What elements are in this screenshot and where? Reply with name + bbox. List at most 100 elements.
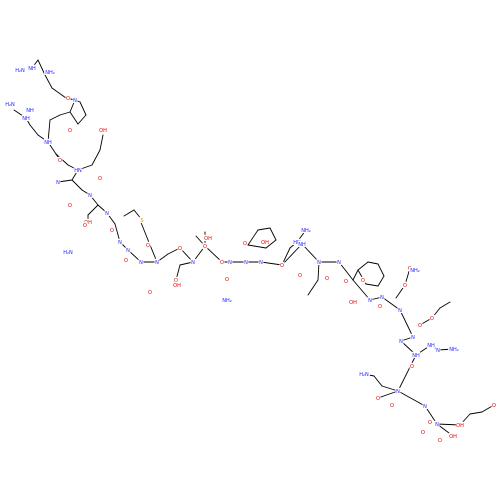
atom-label: OH	[173, 283, 181, 289]
atom-label-background	[260, 238, 270, 245]
atom-label: O	[124, 258, 128, 264]
atom-label-background	[117, 238, 123, 245]
atom-label-background	[395, 387, 401, 394]
atom-label-background	[98, 126, 108, 133]
atom-label: O	[378, 304, 382, 310]
atom-label-background	[297, 240, 307, 247]
bond-line	[247, 229, 259, 246]
bond-line	[469, 411, 483, 415]
atom-label-background	[73, 166, 83, 173]
atom-label: O	[243, 241, 247, 247]
atom-label-background	[491, 401, 497, 408]
atom-label: O	[418, 323, 422, 329]
atom-label: O	[68, 203, 72, 209]
atom-label: NH	[26, 108, 34, 114]
atom-label-background	[410, 333, 416, 340]
bond-line	[139, 219, 149, 241]
atom-label-background	[389, 401, 395, 408]
atom-label: O	[361, 278, 365, 284]
atom-label: O	[298, 273, 302, 279]
atom-label: O	[225, 277, 229, 283]
atom-label-background	[27, 64, 37, 71]
atom-label-background	[429, 314, 435, 321]
atom-label: N	[411, 335, 415, 341]
bond-line	[71, 179, 83, 191]
atom-label-background	[398, 337, 404, 344]
atom-label-background	[202, 242, 208, 249]
atom-label: OH	[204, 236, 212, 242]
atom-label: NH₂	[449, 347, 459, 353]
atom-label-background	[173, 276, 179, 283]
atom-label-background	[343, 277, 349, 284]
atom-label-background	[409, 362, 415, 369]
bond-line	[29, 124, 39, 136]
atom-label: O	[148, 290, 152, 296]
atom-label-background	[57, 156, 63, 163]
bond-line	[49, 114, 61, 121]
bond-skeleton	[13, 59, 495, 437]
bond-line	[439, 301, 451, 309]
atom-label: NH	[412, 353, 420, 359]
atom-label: N	[88, 193, 92, 199]
atom-label: N	[139, 260, 143, 266]
atom-label-background	[224, 275, 230, 282]
atom-label: N	[317, 260, 321, 266]
bond-line	[51, 87, 67, 99]
atom-label-background	[420, 428, 426, 435]
bond-line	[77, 114, 87, 125]
atom-label-background	[55, 178, 61, 185]
bond-line	[204, 245, 223, 263]
atom-label: N	[126, 248, 130, 254]
atom-label-background	[279, 261, 285, 268]
bond-line	[281, 243, 303, 266]
bond-line	[377, 263, 385, 277]
atom-label-background	[426, 341, 436, 348]
atom-label-background	[437, 436, 443, 443]
atom-label: O	[280, 263, 284, 269]
atom-label: O	[410, 364, 414, 370]
atom-label: N	[244, 260, 248, 266]
atom-label-background	[358, 370, 370, 377]
atom-label-background	[154, 258, 160, 265]
atom-label-background	[125, 246, 131, 253]
bond-line	[99, 134, 104, 151]
atom-label-background	[82, 221, 88, 228]
atom-label: NH₂	[410, 268, 420, 274]
bond-line	[253, 245, 267, 249]
bond-line	[377, 275, 385, 287]
bond-line	[247, 244, 255, 247]
atom-label-background	[172, 281, 182, 288]
bond-line	[47, 119, 51, 143]
bond-line	[260, 261, 283, 266]
atom-label: H₂N	[63, 250, 73, 256]
atom-label: N	[155, 260, 159, 266]
atom-label: H₂N	[359, 372, 369, 378]
bond-line	[352, 279, 371, 301]
atom-label-background	[397, 306, 403, 313]
atom-label: S	[140, 218, 143, 224]
bond-line	[269, 227, 277, 241]
bond-line	[397, 354, 417, 392]
atom-label: NH₂	[222, 298, 232, 304]
atom-label-background	[203, 234, 213, 241]
atom-label-background	[25, 106, 35, 113]
atom-label: N	[56, 180, 60, 186]
atom-label-background	[377, 302, 383, 309]
atom-label: N	[399, 339, 403, 345]
atom-label: N	[435, 422, 439, 428]
atom-label: O	[58, 158, 62, 164]
bond-line	[307, 279, 319, 296]
atom-label-background	[97, 174, 103, 181]
atom-label-background	[448, 345, 460, 352]
atom-label: N	[259, 260, 263, 266]
atom-label: NH	[427, 343, 435, 349]
atom-label-background	[65, 94, 71, 101]
atom-label: O	[428, 420, 432, 426]
atom-label: N	[398, 308, 402, 314]
atom-label-background	[434, 420, 440, 427]
bond-line	[352, 269, 359, 281]
atom-label-background	[448, 432, 458, 439]
bond-line	[397, 390, 426, 407]
bond-line	[365, 283, 379, 287]
